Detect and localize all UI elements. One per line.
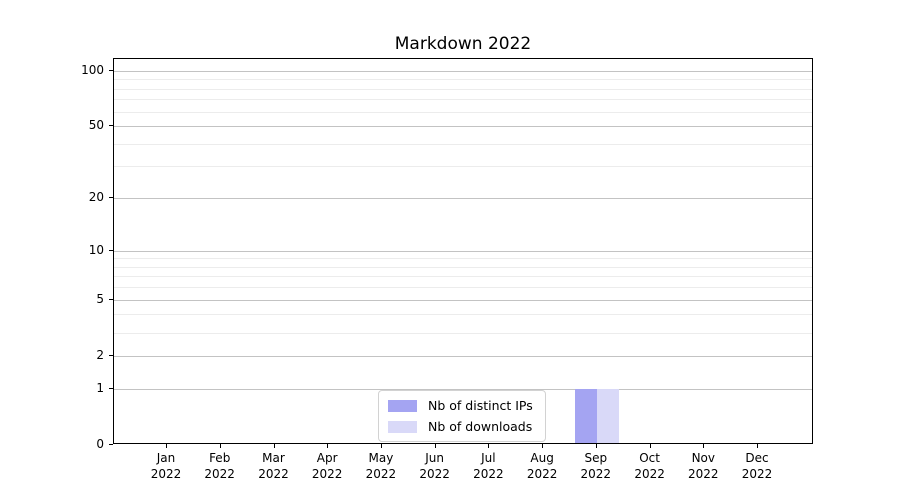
month-name: Aug bbox=[530, 451, 554, 465]
legend-label-downloads: Nb of downloads bbox=[428, 419, 533, 434]
x-tick-mark-jul bbox=[488, 444, 490, 448]
x-tick-mark-mar bbox=[273, 444, 275, 448]
minor-gridline-y9 bbox=[114, 258, 812, 260]
month-name: May bbox=[368, 451, 394, 465]
month-year: 2022 bbox=[258, 467, 289, 481]
x-tick-mark-apr bbox=[327, 444, 329, 448]
y-tick-mark-0 bbox=[109, 444, 113, 445]
minor-gridline-y30 bbox=[114, 166, 812, 168]
legend-label-distinct-ips: Nb of distinct IPs bbox=[428, 398, 533, 413]
y-tick-mark-20 bbox=[109, 197, 113, 198]
y-tick-label-100: 100 bbox=[81, 62, 104, 77]
y-tick-mark-10 bbox=[109, 249, 113, 251]
y-tick-mark-2 bbox=[109, 354, 113, 356]
month-name: Jun bbox=[425, 451, 444, 465]
x-tick-mark-nov bbox=[703, 444, 705, 448]
legend-item-downloads: Nb of downloads bbox=[388, 419, 536, 434]
major-gridline-y10 bbox=[114, 250, 812, 252]
month-year: 2022 bbox=[688, 467, 719, 481]
x-tick-label-aug: Aug 2022 bbox=[510, 450, 574, 482]
x-tick-mark-dec bbox=[757, 444, 758, 448]
x-tick-label-dec: Dec 2022 bbox=[725, 450, 789, 482]
x-tick-mark-sep bbox=[595, 444, 597, 448]
major-gridline-y1 bbox=[114, 388, 812, 390]
x-tick-label-mar: Mar 2022 bbox=[242, 450, 306, 482]
month-name: Jan bbox=[156, 451, 176, 465]
month-year: 2022 bbox=[634, 467, 665, 481]
month-year: 2022 bbox=[365, 467, 397, 481]
month-name: Dec bbox=[745, 451, 769, 465]
minor-gridline-y90 bbox=[114, 79, 812, 81]
x-tick-label-apr: Apr 2022 bbox=[295, 450, 359, 482]
month-year: 2022 bbox=[311, 467, 343, 481]
y-tick-mark-5 bbox=[109, 298, 113, 300]
month-year: 2022 bbox=[150, 467, 182, 481]
legend-swatch-downloads bbox=[388, 420, 417, 433]
y-tick-mark-50 bbox=[109, 125, 113, 126]
x-tick-label-jan: Jan 2022 bbox=[134, 450, 198, 482]
y-tick-label-10: 10 bbox=[88, 242, 104, 257]
x-tick-label-jul: Jul 2022 bbox=[456, 450, 520, 482]
month-name: Feb bbox=[209, 451, 231, 465]
month-name: Oct bbox=[639, 451, 660, 465]
major-gridline-y2 bbox=[114, 355, 812, 357]
x-tick-mark-feb bbox=[219, 444, 221, 448]
minor-gridline-y70 bbox=[114, 99, 812, 101]
month-year: 2022 bbox=[741, 467, 773, 481]
y-tick-label-2: 2 bbox=[96, 347, 104, 362]
minor-gridline-y40 bbox=[114, 143, 812, 145]
y-tick-mark-1 bbox=[109, 387, 113, 389]
y-tick-label-20: 20 bbox=[88, 190, 104, 204]
month-name: Mar bbox=[262, 451, 285, 465]
x-tick-mark-jan bbox=[166, 444, 167, 448]
month-name: Nov bbox=[691, 451, 715, 465]
y-tick-label-0: 0 bbox=[96, 437, 104, 451]
y-tick-label-5: 5 bbox=[96, 291, 104, 306]
x-tick-label-oct: Oct 2022 bbox=[618, 450, 682, 482]
month-year: 2022 bbox=[473, 467, 504, 481]
minor-gridline-y4 bbox=[114, 314, 812, 316]
bar-downloads-sep bbox=[596, 388, 619, 443]
y-tick-mark-100 bbox=[109, 69, 113, 71]
chart-title: Markdown 2022 bbox=[394, 34, 532, 54]
month-year: 2022 bbox=[580, 467, 612, 481]
plot-area: Nb of distinct IPs Nb of downloads bbox=[113, 58, 813, 444]
minor-gridline-y80 bbox=[114, 88, 812, 90]
minor-gridline-y60 bbox=[114, 111, 812, 113]
y-tick-label-50: 50 bbox=[88, 118, 104, 132]
y-tick-label-1: 1 bbox=[96, 380, 104, 395]
x-tick-label-feb: Feb 2022 bbox=[188, 450, 252, 482]
major-gridline-y20 bbox=[114, 198, 812, 199]
bar-distinct-ips-sep bbox=[574, 388, 597, 443]
legend-swatch-distinct-ips bbox=[388, 399, 417, 412]
month-name: Sep bbox=[584, 451, 608, 465]
month-year: 2022 bbox=[419, 467, 450, 481]
month-year: 2022 bbox=[526, 467, 558, 481]
legend-item-distinct-ips: Nb of distinct IPs bbox=[388, 398, 536, 413]
month-name: Jul bbox=[481, 451, 496, 465]
x-tick-mark-jun bbox=[434, 444, 436, 448]
x-tick-label-nov: Nov 2022 bbox=[671, 450, 735, 482]
x-tick-mark-aug bbox=[542, 444, 544, 448]
month-name: Apr bbox=[316, 451, 338, 465]
minor-gridline-y8 bbox=[114, 266, 812, 268]
major-gridline-y50 bbox=[114, 126, 812, 127]
x-tick-mark-may bbox=[380, 444, 382, 448]
x-tick-label-sep: Sep 2022 bbox=[564, 450, 628, 482]
x-tick-label-jun: Jun 2022 bbox=[403, 450, 467, 482]
major-gridline-y5 bbox=[114, 299, 812, 301]
month-year: 2022 bbox=[204, 467, 235, 481]
minor-gridline-y6 bbox=[114, 287, 812, 289]
minor-gridline-y3 bbox=[114, 332, 812, 334]
legend: Nb of distinct IPs Nb of downloads bbox=[378, 390, 546, 442]
x-tick-label-may: May 2022 bbox=[349, 450, 413, 482]
minor-gridline-y7 bbox=[114, 276, 812, 278]
major-gridline-y100 bbox=[114, 70, 812, 72]
x-tick-mark-oct bbox=[649, 444, 651, 448]
